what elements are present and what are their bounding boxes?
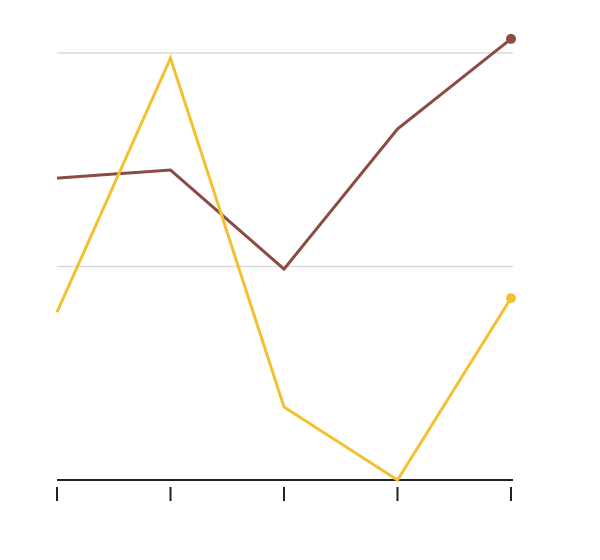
end-point [506,293,516,304]
end-point [506,33,516,44]
series-line [55,53,513,483]
series-line [56,37,512,272]
